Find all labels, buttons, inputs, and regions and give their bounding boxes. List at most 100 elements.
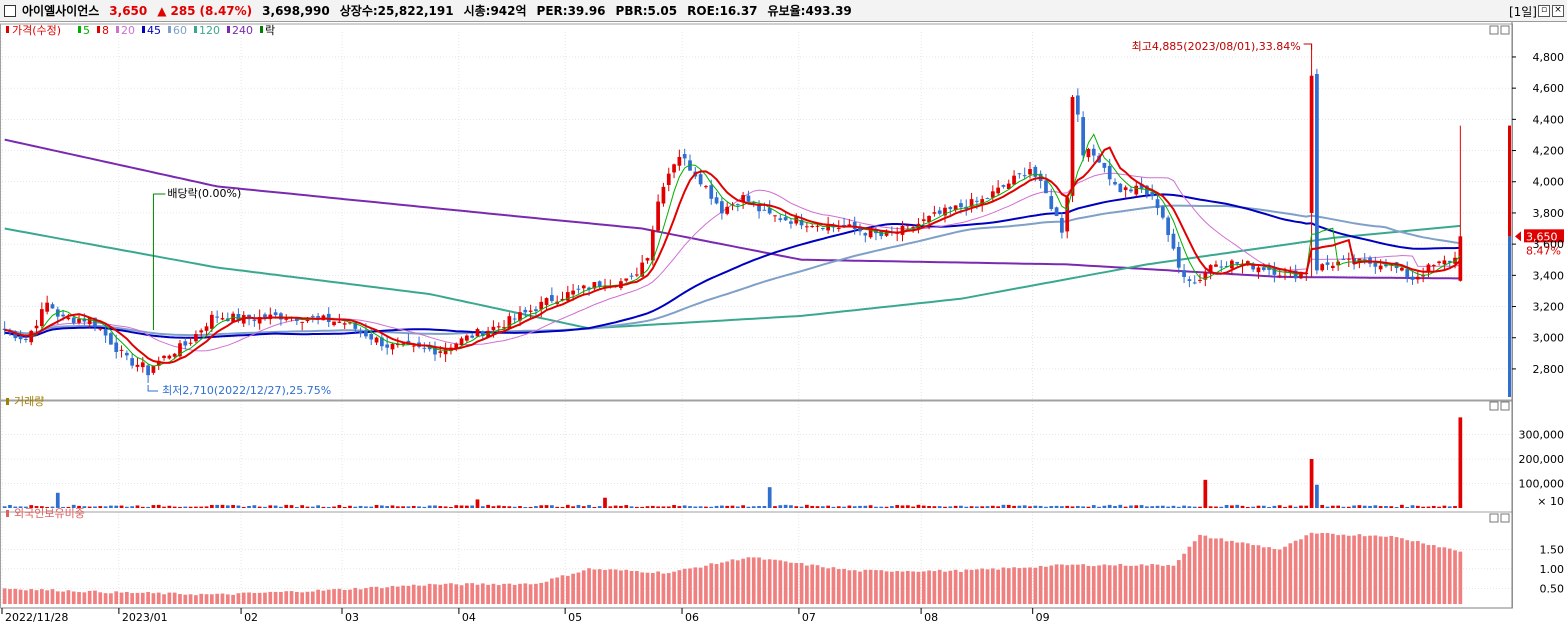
volume-bar	[773, 506, 777, 508]
foreign-bar	[151, 593, 156, 604]
foreign-bar	[294, 591, 299, 604]
foreign-bar	[937, 569, 942, 604]
candle-body	[1346, 258, 1351, 260]
candle-body	[698, 174, 703, 185]
candle-body	[1012, 175, 1016, 185]
candle-body	[1400, 267, 1404, 271]
volume-bar	[1277, 505, 1282, 508]
volume-bar	[613, 505, 618, 508]
volume-bar	[677, 506, 682, 508]
candle-body	[1075, 95, 1080, 115]
volume-bar	[661, 506, 666, 508]
period-selector[interactable]: [1일]	[1508, 5, 1537, 19]
volume-bar	[650, 505, 655, 508]
legend-ma-marker	[142, 26, 145, 33]
volume-bar	[1182, 505, 1186, 508]
volume-bar	[417, 506, 421, 508]
volume-bar	[1431, 505, 1436, 508]
foreign-bar	[1230, 540, 1234, 604]
volume-bar	[1208, 506, 1213, 508]
foreign-bar	[709, 563, 714, 604]
foreign-bar	[1123, 565, 1128, 604]
candle-body	[146, 365, 150, 376]
volume-bar	[146, 506, 150, 508]
candle-body	[1272, 268, 1277, 275]
volume-bar	[847, 505, 852, 508]
restore-icon[interactable]: ▫	[1538, 5, 1550, 17]
foreign-bar	[1447, 548, 1452, 604]
foreign-bar	[45, 590, 50, 604]
foreign-bar	[932, 571, 937, 604]
volume-bar	[980, 506, 985, 508]
candle-body	[257, 316, 262, 324]
volume-bar	[709, 506, 714, 508]
price-axis-label: 3,400	[1533, 269, 1565, 282]
pane-restore-icon	[1489, 513, 1499, 523]
foreign-bar	[1267, 547, 1271, 604]
stock-chart[interactable]: 2,800 3,000 3,200 3,400 3,600 3,800 4,000 4,200…	[0, 22, 1567, 630]
volume-bar	[491, 506, 496, 508]
volume-bar	[71, 504, 76, 508]
volume-bar	[1389, 506, 1394, 508]
candle-body	[279, 313, 283, 320]
candle-body	[294, 317, 299, 321]
volume-bar	[449, 506, 453, 508]
foreign-bar	[858, 571, 862, 604]
candle-body	[337, 321, 342, 323]
roe-value: ROE:16.37	[687, 3, 758, 18]
volume-bar	[1315, 484, 1319, 508]
candle-body	[1203, 272, 1208, 280]
candle-body	[172, 353, 177, 357]
volume-bar	[374, 504, 379, 508]
volume-bar	[1272, 505, 1277, 508]
candle-body	[1330, 265, 1335, 268]
volume-bar	[1235, 504, 1240, 508]
volume-bar	[220, 504, 225, 508]
volume-bar	[1405, 506, 1410, 508]
candle-body	[231, 313, 235, 322]
volume-bar	[1214, 506, 1218, 508]
volume-bar	[2, 506, 7, 508]
foreign-bar	[364, 588, 368, 604]
volume-bar	[87, 506, 92, 508]
close-icon[interactable]: ×	[1552, 5, 1564, 17]
candle-body	[672, 164, 676, 173]
volume-bar	[289, 505, 294, 508]
foreign-bar	[1086, 565, 1091, 604]
candle-body	[162, 355, 166, 359]
candle-body	[539, 301, 544, 310]
legend-ma-marker	[97, 26, 100, 33]
candle-body	[135, 364, 140, 367]
volume-bar	[156, 504, 161, 508]
stock-name: 아이엘사이언스	[22, 4, 100, 18]
select-checkbox[interactable]	[4, 4, 16, 17]
volume-bar	[1145, 506, 1149, 508]
foreign-bar	[815, 565, 820, 604]
candle-body	[443, 348, 448, 355]
candle-body	[831, 226, 836, 228]
volume-bar	[911, 506, 915, 508]
volume-bar	[698, 506, 703, 508]
foreign-bar	[640, 572, 645, 604]
foreign-axis-label: 0.50	[1540, 582, 1565, 595]
candle-body	[820, 227, 825, 230]
candle-body	[45, 302, 50, 312]
foreign-bar	[1001, 567, 1006, 604]
volume-bar	[635, 506, 639, 508]
candle-body	[34, 325, 39, 329]
volume-bar	[884, 506, 889, 508]
volume-bar	[199, 506, 204, 508]
current-price: 3,650	[109, 3, 148, 18]
per-value: PER:39.96	[536, 3, 606, 18]
foreign-bar	[1171, 565, 1176, 604]
foreign-bar	[332, 589, 336, 604]
foreign-bar	[635, 570, 639, 604]
volume-bar	[1049, 506, 1054, 508]
volume-bar	[1336, 505, 1341, 508]
volume-bar	[1394, 506, 1399, 508]
foreign-bar	[1150, 564, 1155, 604]
foreign-bar	[1166, 565, 1171, 604]
candle-body	[507, 316, 512, 329]
pane-close-icon	[1500, 25, 1510, 35]
candle-body	[1102, 162, 1107, 168]
